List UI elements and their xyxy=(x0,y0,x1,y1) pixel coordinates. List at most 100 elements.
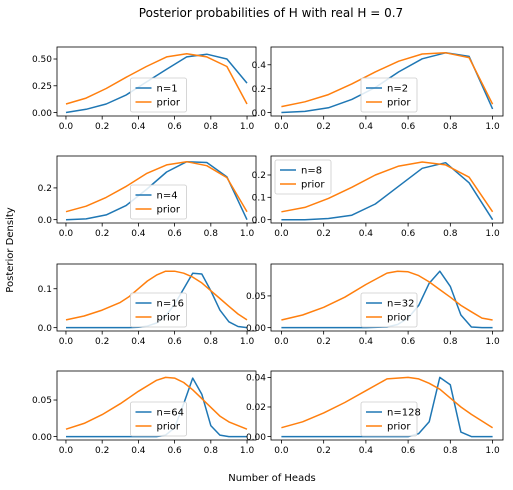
subplot: 0.0 0.2 0.4 0.6 0.8 1.0 0.00 0.05 n=64 prior xyxy=(32,370,257,456)
legend-label: n=2 xyxy=(387,84,408,95)
x-tick-label: 0.2 xyxy=(95,446,109,456)
legend-label: n=4 xyxy=(157,191,178,202)
series-line-prior xyxy=(65,270,248,321)
subplot: 0.0 0.2 0.4 0.6 0.8 1.0 0.00 0.02 0.04 n=128 prior xyxy=(246,370,504,456)
legend: n=64 prior xyxy=(130,401,187,437)
x-tick-label: 1.0 xyxy=(240,446,255,456)
y-tick-label: 0.00 xyxy=(32,109,52,119)
x-tick-label: 1.0 xyxy=(485,337,500,347)
legend-label: prior xyxy=(387,98,411,109)
legend-box xyxy=(130,401,187,437)
legend-label: n=32 xyxy=(387,299,414,310)
legend-label: n=8 xyxy=(301,166,322,177)
x-tick-label: 0.6 xyxy=(167,229,182,239)
x-tick-label: 0.0 xyxy=(274,229,289,239)
legend-label: prior xyxy=(387,422,411,433)
subplot: 0.0 0.2 0.4 0.6 0.8 1.0 0.00 0.05 n=32 prior xyxy=(246,263,504,347)
x-tick-label: 0.6 xyxy=(401,446,416,456)
x-tick-label: 0.4 xyxy=(359,122,374,132)
x-tick-label: 0.8 xyxy=(443,446,458,456)
legend: n=1 prior xyxy=(130,77,187,113)
x-tick-label: 0.0 xyxy=(274,337,289,347)
x-tick-label: 0.6 xyxy=(167,337,182,347)
legend: n=2 prior xyxy=(360,77,418,113)
y-tick-label: 0.2 xyxy=(252,171,266,181)
x-tick-label: 0.8 xyxy=(204,229,219,239)
legend-label: prior xyxy=(157,313,181,324)
legend: n=16 prior xyxy=(130,292,187,328)
x-tick-label: 1.0 xyxy=(240,122,255,132)
figure-title: Posterior probabilities of H with real H… xyxy=(139,6,403,20)
x-tick-label: 1.0 xyxy=(240,229,255,239)
x-tick-label: 0.8 xyxy=(204,446,219,456)
y-tick-label: 0.00 xyxy=(246,324,266,334)
x-tick-label: 0.2 xyxy=(95,337,109,347)
x-tick-label: 0.4 xyxy=(359,337,374,347)
subplot-grid: 0.0 0.2 0.4 0.6 0.8 1.00.000.250.50n=1prior0.… xyxy=(32,46,504,456)
x-tick-label: 0.2 xyxy=(316,337,330,347)
series-line-prior xyxy=(65,376,248,430)
x-tick-label: 0.6 xyxy=(167,122,182,132)
x-tick-label: 1.0 xyxy=(485,122,500,132)
legend: n=8 prior xyxy=(274,159,332,195)
x-tick-label: 0.6 xyxy=(167,446,182,456)
x-tick-label: 0.0 xyxy=(274,446,289,456)
legend: n=4 prior xyxy=(130,184,187,220)
x-tick-label: 0.2 xyxy=(316,122,330,132)
x-tick-label: 0.8 xyxy=(204,122,219,132)
legend-label: n=16 xyxy=(157,299,184,310)
y-tick-label: 0.05 xyxy=(32,396,52,406)
figure-xlabel: Number of Heads xyxy=(228,473,316,484)
legend-label: prior xyxy=(301,180,325,191)
x-tick-label: 1.0 xyxy=(485,446,500,456)
y-tick-label: 0.05 xyxy=(246,292,266,302)
x-tick-label: 0.2 xyxy=(95,122,109,132)
y-tick-label: 0.00 xyxy=(32,433,52,443)
y-tick-label: 0.25 xyxy=(32,82,52,92)
x-tick-label: 0.0 xyxy=(274,122,289,132)
y-tick-label: 0.0 xyxy=(252,216,267,226)
x-tick-label: 0.4 xyxy=(359,446,374,456)
x-tick-label: 0.0 xyxy=(59,446,74,456)
x-tick-label: 0.8 xyxy=(443,229,458,239)
subplot: 0.0 0.2 0.4 0.6 0.8 1.0 0.0 0.2 0.4 n=2 prior xyxy=(252,46,504,132)
legend-box xyxy=(130,184,187,220)
y-tick-label: 0.04 xyxy=(246,374,266,384)
legend-label: n=1 xyxy=(157,84,178,95)
x-tick-label: 0.6 xyxy=(401,337,416,347)
legend-label: n=128 xyxy=(387,408,421,419)
legend-box xyxy=(130,77,187,113)
y-tick-label: 0.50 xyxy=(32,55,52,65)
series-line-prior xyxy=(281,52,494,108)
series-line-prior xyxy=(281,270,493,321)
x-tick-label: 1.0 xyxy=(240,337,255,347)
legend-label: n=64 xyxy=(157,408,184,419)
legend: n=128 prior xyxy=(360,401,421,437)
legend-box xyxy=(360,401,418,437)
y-tick-label: 0.0 xyxy=(38,324,53,334)
series-line-prior xyxy=(281,376,493,429)
y-tick-label: 0.02 xyxy=(246,403,266,413)
series-line-posterior xyxy=(281,161,494,221)
legend-label: prior xyxy=(157,422,181,433)
series-line-posterior xyxy=(65,160,248,221)
figure-ylabel: Posterior Density xyxy=(5,207,16,292)
y-tick-label: 0.1 xyxy=(252,194,266,204)
x-tick-label: 0.4 xyxy=(131,229,146,239)
legend: n=32 prior xyxy=(360,292,418,328)
x-tick-label: 0.6 xyxy=(401,122,416,132)
x-tick-label: 0.4 xyxy=(131,122,146,132)
x-tick-label: 0.4 xyxy=(131,446,146,456)
series-line-prior xyxy=(281,161,494,213)
x-tick-label: 0.0 xyxy=(59,122,74,132)
x-tick-label: 0.2 xyxy=(316,229,330,239)
subplot: 0.0 0.2 0.4 0.6 0.8 1.0 0.00 0.25 0.50 n=1 prior xyxy=(32,46,257,132)
x-tick-label: 0.2 xyxy=(95,229,109,239)
y-tick-label: 0.2 xyxy=(38,184,52,194)
y-tick-label: 0.1 xyxy=(38,285,52,295)
legend-label: prior xyxy=(387,313,411,324)
x-tick-label: 0.8 xyxy=(443,122,458,132)
series-line-prior xyxy=(65,52,248,105)
series-line-prior xyxy=(65,160,248,213)
